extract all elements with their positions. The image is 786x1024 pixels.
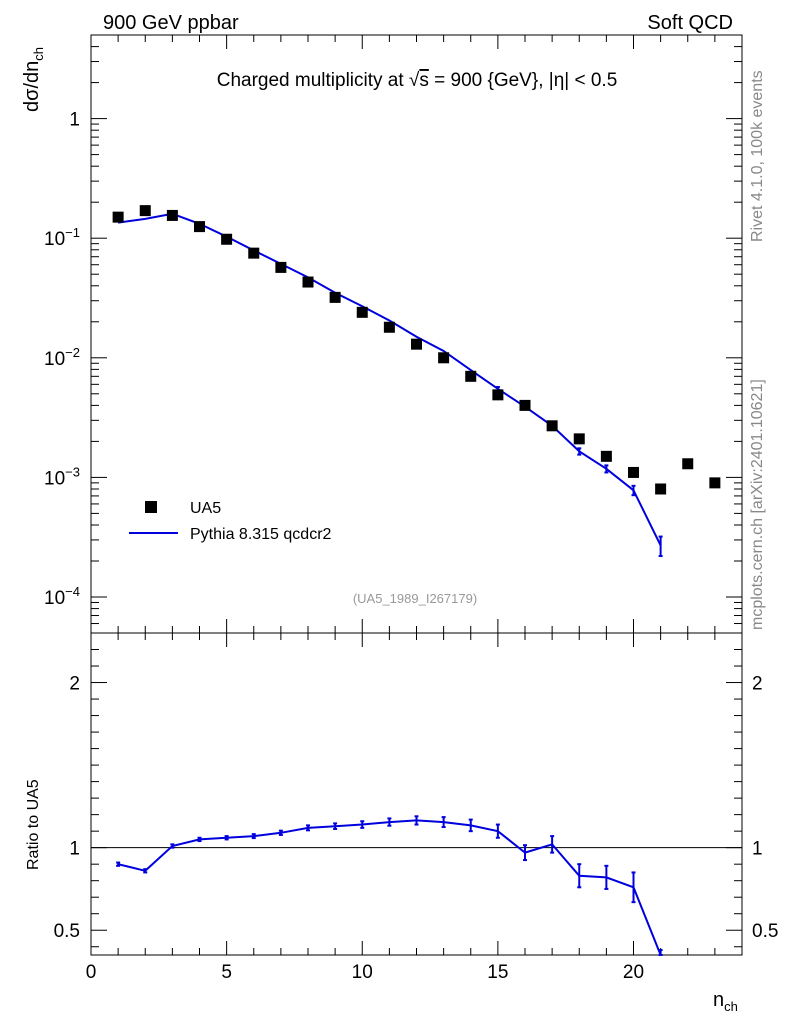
ua5-data-point [166,209,178,221]
ua5-data-point [628,466,639,478]
y-axis-label: dσ/dnch [21,47,46,112]
ua5-data-point [139,205,151,217]
x-tick-label: 0 [86,962,97,983]
title-post: = 900 {GeV}, |η| < 0.5 [429,70,617,91]
ua5-data-point [682,458,694,470]
legend-marker-ua5 [145,501,157,513]
ua5-data-point [600,450,612,462]
ua5-data-point [248,247,260,259]
y-tick-label-exp: −1 [65,225,80,240]
ua5-data-point [492,389,504,401]
plot-title: Charged multiplicity at √s = 900 {GeV}, … [217,70,618,91]
side-label-lower: mcplots.cern.ch [arXiv:2401.10621] [749,379,766,630]
x-tick-label: 20 [623,962,644,983]
x-tick-label: 5 [221,962,232,983]
ua5-data-point [546,420,558,432]
y-tick-label-base: 10 [44,349,65,370]
header-right: Soft QCD [647,12,733,34]
ua5-data-point [356,306,368,318]
x-tick-label: 10 [352,962,373,983]
mc-series-ratio [116,815,663,956]
ua5-data-point [519,399,531,411]
y-tick-label-main: 10−1 [44,225,80,250]
ratio-tick-label-left: 0.5 [54,921,80,942]
x-axis-label: nch [713,989,738,1014]
mc-series-main [117,212,663,558]
ua5-data-point [221,233,233,245]
header-left: 900 GeV ppbar [103,12,239,34]
y-tick-label-exp: −4 [65,584,80,599]
y-tick-label-base: 10 [44,229,65,250]
ua5-data-point [709,477,721,489]
ua5-data-point [438,352,450,364]
x-axis-label-main: n [713,989,724,1011]
y-tick-label-main: 10−4 [44,584,80,609]
x-tick-label: 15 [487,962,508,983]
axis-ticks [90,34,743,955]
mc-curve-main [117,212,662,546]
ratio-tick-label-right: 2 [752,674,763,695]
y-tick-label-exp: −2 [65,345,80,360]
ua5-data-point [383,321,395,333]
ua5-data-point [329,291,341,303]
y-tick-label-main: 10−3 [44,464,80,489]
ua5-series-main [112,205,721,495]
y-tick-label-exp: −3 [65,464,80,479]
main-plot-frame [90,34,743,634]
ua5-data-point [573,433,585,445]
ua5-data-point [112,211,124,223]
title-s: s [419,70,429,91]
ua5-data-point [302,276,314,288]
ua5-data-point [411,338,422,350]
ua5-data-point [655,483,667,495]
y-tick-label-base: 10 [44,588,65,609]
ua5-data-point [465,370,477,382]
ratio-y-axis-label: Ratio to UA5 [25,779,42,870]
title-sqrt: √ [409,70,420,91]
y-tick-label-base: 1 [69,110,80,131]
ratio-tick-label-left: 2 [69,674,80,695]
y-axis-label-main: dσ/dn [21,61,43,112]
legend-label-ua5: UA5 [190,500,221,517]
ratio-tick-label-right: 0.5 [752,921,778,942]
ua5-data-point [275,261,287,273]
y-tick-label-base: 10 [44,468,65,489]
ratio-tick-label-left: 1 [69,839,80,860]
y-tick-label-main: 10−2 [44,345,80,370]
ratio-tick-label-right: 1 [752,839,763,860]
ratio-plot-frame [90,632,743,956]
legend: UA5 Pythia 8.315 qcdcr2 [129,500,332,543]
reference-tag: (UA5_1989_I267179) [353,591,477,606]
x-axis-label-sub: ch [724,999,738,1014]
legend-label-mc: Pythia 8.315 qcdcr2 [190,526,332,543]
title-pre: Charged multiplicity at [217,70,409,91]
y-axis-label-sub: ch [31,47,46,61]
side-label-upper: Rivet 4.1.0, 100k events [749,70,766,242]
ua5-data-point [194,221,205,233]
y-tick-label-main: 1 [69,110,80,131]
